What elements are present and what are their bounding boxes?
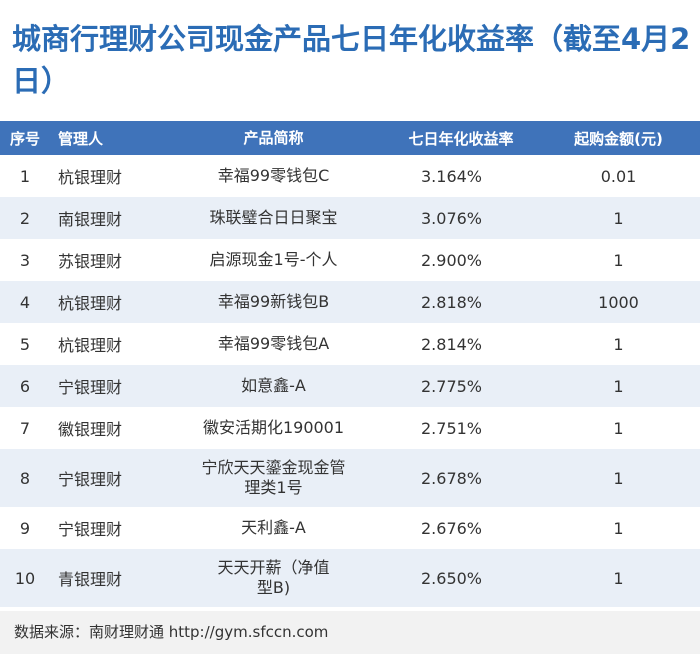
table-row: 10 青银理财 天天开薪（净值型B) 2.650% 1 bbox=[0, 549, 700, 607]
cell-number: 10 bbox=[14, 568, 36, 588]
cell-manager: 杭银理财 bbox=[58, 336, 123, 355]
table-row: 5 杭银理财 幸福99零钱包A 2.814% 1 bbox=[0, 323, 700, 365]
cell-product: 天天开薪（净值型B) bbox=[217, 558, 330, 597]
cell-number: 9 bbox=[19, 518, 31, 538]
cell-min-amount: 1 bbox=[613, 518, 624, 538]
table-header: 序号 管理人 产品简称 七日年化收益率 起购金额(元) bbox=[0, 121, 700, 155]
data-source-note: 数据来源：南财理财通 http://gym.sfccn.com bbox=[0, 611, 700, 654]
cell-yield: 2.751% bbox=[421, 418, 483, 438]
cell-min-amount: 1 bbox=[613, 334, 624, 354]
cell-min-amount: 1 bbox=[613, 376, 624, 396]
cell-yield: 2.775% bbox=[421, 376, 483, 396]
cell-min-amount: 1 bbox=[613, 250, 624, 270]
cell-yield: 2.678% bbox=[421, 468, 483, 488]
cell-product: 珠联璧合日日聚宝 bbox=[209, 208, 338, 227]
cell-manager: 苏银理财 bbox=[58, 252, 123, 271]
table-row: 3 苏银理财 启源现金1号-个人 2.900% 1 bbox=[0, 239, 700, 281]
cell-manager: 南银理财 bbox=[58, 210, 123, 229]
header-product: 产品简称 bbox=[243, 129, 304, 147]
cell-product: 宁欣天天鎏金现金管理类1号 bbox=[201, 458, 346, 497]
cell-number: 6 bbox=[19, 376, 31, 396]
cell-product: 幸福99零钱包C bbox=[217, 166, 330, 185]
table-row: 9 宁银理财 天利鑫-A 2.676% 1 bbox=[0, 507, 700, 549]
cell-product: 启源现金1号-个人 bbox=[209, 250, 338, 269]
cell-min-amount: 1 bbox=[613, 208, 624, 228]
cell-manager: 徽银理财 bbox=[58, 420, 123, 439]
page-title: 城商行理财公司现金产品七日年化收益率（截至4月2日） bbox=[12, 22, 691, 98]
table-row: 6 宁银理财 如意鑫-A 2.775% 1 bbox=[0, 365, 700, 407]
cell-product: 天利鑫-A bbox=[241, 518, 306, 537]
cell-manager: 宁银理财 bbox=[58, 378, 123, 397]
cell-min-amount: 1000 bbox=[598, 292, 639, 312]
cell-min-amount: 1 bbox=[613, 418, 624, 438]
cell-number: 1 bbox=[19, 166, 31, 186]
cell-yield: 2.676% bbox=[421, 518, 483, 538]
cell-min-amount: 1 bbox=[613, 568, 624, 588]
table-row: 7 徽银理财 徽安活期化190001 2.751% 1 bbox=[0, 407, 700, 449]
cell-number: 7 bbox=[19, 418, 31, 438]
table-row: 1 杭银理财 幸福99零钱包C 3.164% 0.01 bbox=[0, 155, 700, 197]
cell-product: 幸福99新钱包B bbox=[217, 292, 330, 311]
cell-yield: 2.814% bbox=[421, 334, 483, 354]
header-manager: 管理人 bbox=[58, 129, 104, 148]
cell-manager: 宁银理财 bbox=[58, 470, 123, 489]
cell-number: 8 bbox=[19, 468, 31, 488]
header-number: 序号 bbox=[9, 129, 40, 148]
yield-table: 序号 管理人 产品简称 七日年化收益率 起购金额(元) 1 杭银理财 幸福99零… bbox=[0, 121, 700, 607]
cell-yield: 2.900% bbox=[421, 250, 483, 270]
cell-number: 5 bbox=[19, 334, 31, 354]
cell-number: 4 bbox=[19, 292, 31, 312]
cell-number: 3 bbox=[19, 250, 31, 270]
table-row: 8 宁银理财 宁欣天天鎏金现金管理类1号 2.678% 1 bbox=[0, 449, 700, 507]
cell-manager: 杭银理财 bbox=[58, 294, 123, 313]
cell-product: 如意鑫-A bbox=[241, 376, 306, 395]
header-yield: 七日年化收益率 bbox=[408, 129, 514, 148]
cell-number: 2 bbox=[19, 208, 31, 228]
cell-yield: 2.650% bbox=[421, 568, 483, 588]
cell-manager: 青银理财 bbox=[58, 570, 123, 589]
cell-min-amount: 0.01 bbox=[600, 166, 637, 186]
cell-yield: 3.076% bbox=[421, 208, 483, 228]
cell-yield: 2.818% bbox=[421, 292, 483, 312]
header-min-amount: 起购金额(元) bbox=[574, 129, 663, 148]
cell-yield: 3.164% bbox=[421, 166, 483, 186]
cell-manager: 宁银理财 bbox=[58, 520, 123, 539]
cell-product: 幸福99零钱包A bbox=[217, 334, 330, 353]
cell-product: 徽安活期化190001 bbox=[202, 418, 345, 437]
cell-manager: 杭银理财 bbox=[58, 168, 123, 187]
cell-min-amount: 1 bbox=[613, 468, 624, 488]
table-row: 2 南银理财 珠联璧合日日聚宝 3.076% 1 bbox=[0, 197, 700, 239]
table-row: 4 杭银理财 幸福99新钱包B 2.818% 1000 bbox=[0, 281, 700, 323]
